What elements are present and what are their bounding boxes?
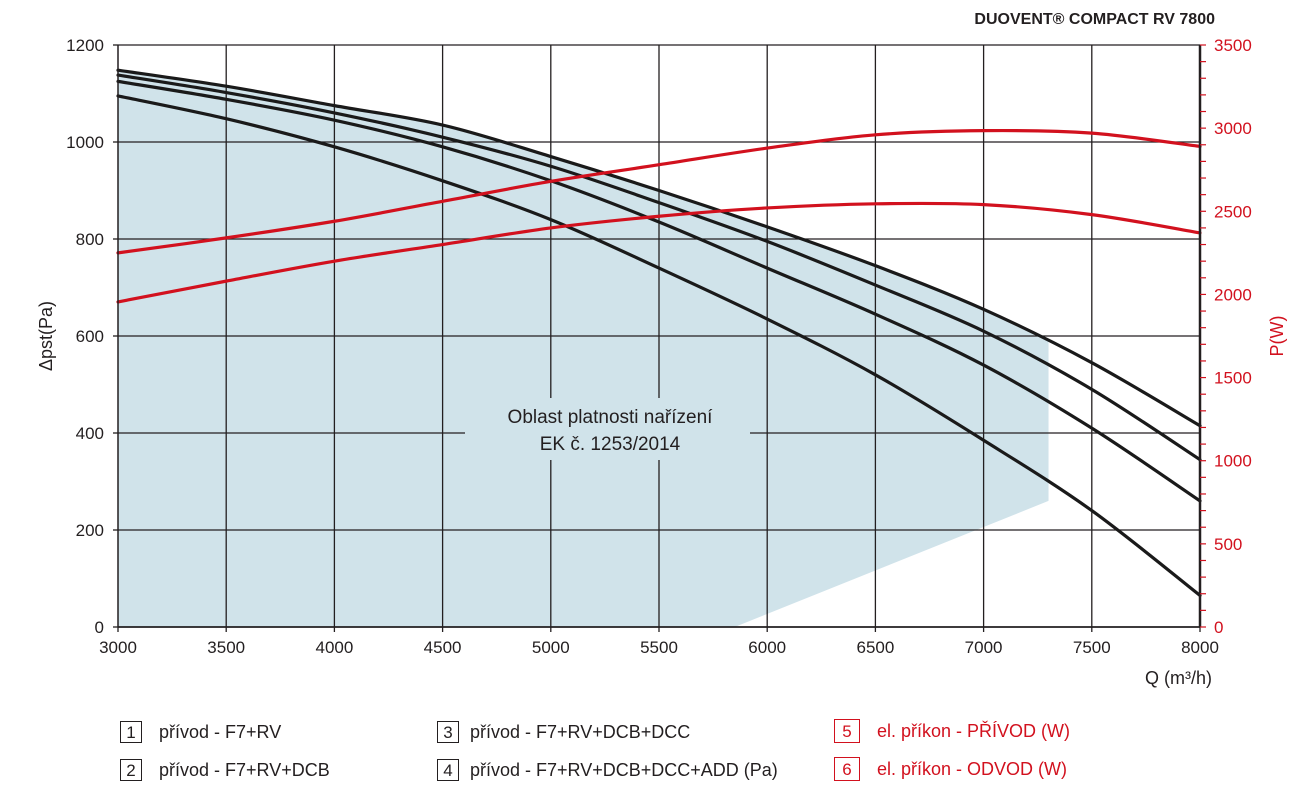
- y-tick-label: 1000: [66, 133, 104, 152]
- y-right-tick-label: 1500: [1214, 369, 1252, 388]
- y-right-tick-label: 2000: [1214, 285, 1252, 304]
- y-right-tick-label: 0: [1214, 618, 1223, 637]
- y-tick-label: 600: [76, 327, 104, 346]
- y-right-tick-label: 500: [1214, 535, 1242, 554]
- y-right-tick-label: 3000: [1214, 119, 1252, 138]
- legend-item-1: 1 přívod - F7+RV: [120, 721, 281, 743]
- legend-number-3: 3: [437, 721, 459, 743]
- x-tick-label: 8000: [1181, 638, 1219, 657]
- legend-item-2: 2 přívod - F7+RV+DCB: [120, 759, 330, 781]
- region-annotation-line-1: Oblast platnosti nařízení: [508, 407, 714, 428]
- validity-region: [118, 70, 1049, 628]
- legend-label-5: el. příkon - PŘÍVOD (W): [877, 720, 1071, 741]
- legend-item-4: 4 přívod - F7+RV+DCB+DCC+ADD (Pa): [437, 759, 778, 781]
- x-tick-label: 6000: [748, 638, 786, 657]
- legend-item-3: 3 přívod - F7+RV+DCB+DCC: [437, 721, 690, 743]
- y-tick-label: 1200: [66, 36, 104, 55]
- x-tick-label: 6500: [856, 638, 894, 657]
- legend-item-6: 6 el. příkon - ODVOD (W): [834, 757, 1067, 781]
- legend-number-6: 6: [834, 757, 860, 781]
- y-right-tick-label: 1000: [1214, 452, 1252, 471]
- legend-number-2: 2: [120, 759, 142, 781]
- y-tick-label: 0: [95, 618, 104, 637]
- x-tick-label: 3500: [207, 638, 245, 657]
- legend-label-4: přívod - F7+RV+DCB+DCC+ADD (Pa): [470, 759, 778, 780]
- x-tick-label: 4000: [315, 638, 353, 657]
- series-line-3: [116, 79, 1202, 503]
- legend-label-1: přívod - F7+RV: [159, 721, 282, 742]
- x-tick-label: 7500: [1073, 638, 1111, 657]
- series-line-6: [116, 201, 1202, 304]
- legend-number-1: 1: [120, 721, 142, 743]
- x-tick-label: 5000: [532, 638, 570, 657]
- legend-label-6: el. příkon - ODVOD (W): [877, 758, 1068, 779]
- legend-label-2: přívod - F7+RV+DCB: [159, 759, 330, 780]
- y-axis-label: Δpst(Pa): [36, 301, 56, 371]
- series-line-1: [116, 68, 1202, 428]
- legend-item-5: 5 el. příkon - PŘÍVOD (W): [834, 719, 1070, 743]
- y-tick-label: 200: [76, 521, 104, 540]
- legend-label-3: přívod - F7+RV+DCB+DCC: [470, 721, 691, 742]
- performance-chart: 3000 3500 4000 4500 5000 5500 6000 6500 7000 7500…: [36, 11, 1287, 688]
- x-tick-label: 7000: [965, 638, 1003, 657]
- series-line-5: [116, 128, 1202, 255]
- chart-title: DUOVENT® COMPACT RV 7800: [974, 11, 1215, 28]
- y-axis-right-label: P(W): [1267, 316, 1287, 357]
- x-tick-label: 3000: [99, 638, 137, 657]
- y-right-tick-label: 2500: [1214, 202, 1252, 221]
- legend-number-5: 5: [834, 719, 860, 743]
- y-tick-label: 800: [76, 230, 104, 249]
- x-axis-label: Q (m³/h): [1145, 668, 1212, 688]
- y-tick-label: 400: [76, 424, 104, 443]
- y-right-tick-label: 3500: [1214, 36, 1252, 55]
- x-tick-label: 5500: [640, 638, 678, 657]
- series-line-2: [116, 73, 1202, 462]
- series-line-4: [116, 94, 1202, 598]
- annotation-background: [465, 398, 750, 460]
- legend-number-4: 4: [437, 759, 459, 781]
- region-annotation-line-2: EK č. 1253/2014: [540, 434, 681, 455]
- x-tick-label: 4500: [424, 638, 462, 657]
